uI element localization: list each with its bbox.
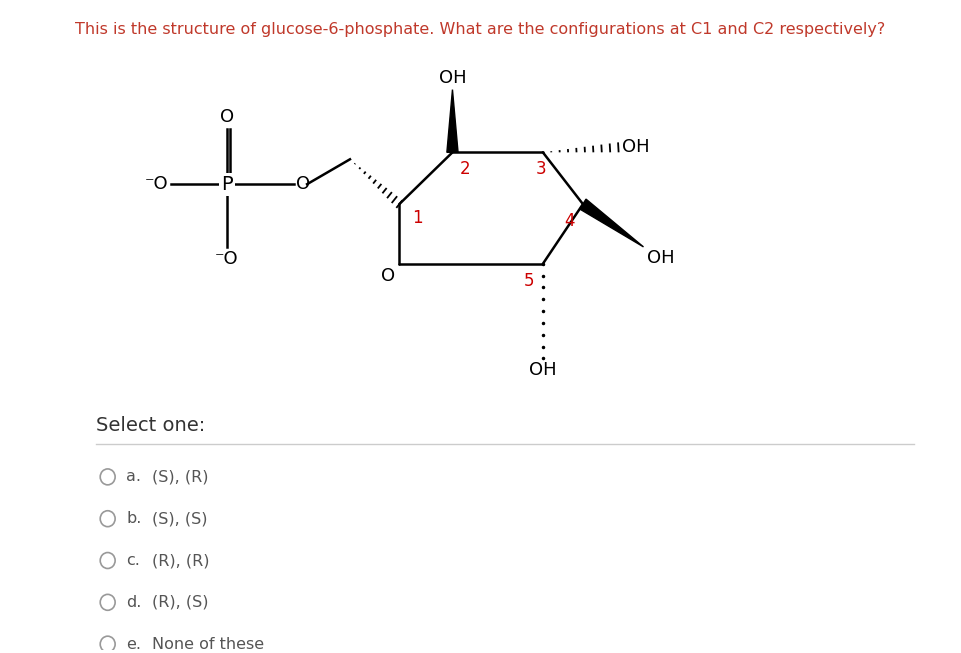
Text: ⁻O: ⁻O [144, 175, 168, 193]
Text: Select one:: Select one: [96, 416, 206, 435]
Text: (R), (S): (R), (S) [153, 595, 209, 610]
Text: c.: c. [126, 553, 140, 568]
Text: O: O [220, 108, 234, 127]
Text: (S), (R): (S), (R) [153, 470, 209, 485]
Text: 4: 4 [564, 212, 575, 230]
Text: P: P [221, 175, 233, 194]
Polygon shape [447, 89, 458, 152]
Text: O: O [296, 175, 310, 193]
Text: 2: 2 [460, 160, 471, 178]
Text: O: O [381, 267, 395, 285]
Text: b.: b. [126, 511, 141, 526]
Text: 1: 1 [412, 209, 423, 227]
Text: (R), (R): (R), (R) [153, 553, 209, 568]
Text: (S), (S): (S), (S) [153, 511, 208, 526]
Text: 5: 5 [524, 272, 534, 290]
Text: OH: OH [530, 361, 556, 379]
Text: OH: OH [438, 69, 466, 87]
Text: 3: 3 [535, 160, 546, 178]
Polygon shape [579, 199, 644, 247]
Text: d.: d. [126, 595, 141, 610]
Text: e.: e. [126, 637, 141, 652]
Text: None of these: None of these [153, 637, 264, 652]
Text: This is the structure of glucose-6-phosphate. What are the configurations at C1 : This is the structure of glucose-6-phosp… [75, 22, 885, 37]
Text: a.: a. [126, 470, 141, 485]
Text: ⁻O: ⁻O [215, 250, 238, 268]
Text: OH: OH [647, 249, 675, 267]
Text: OH: OH [622, 138, 650, 156]
